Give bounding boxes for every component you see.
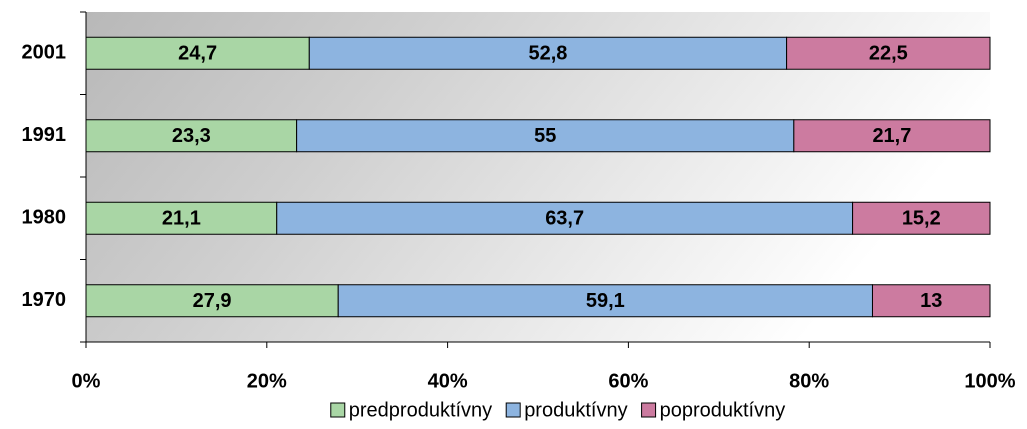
bar-segment — [793, 119, 991, 153]
legend-label: produktívny — [524, 399, 627, 421]
data-label: 52,8 — [528, 43, 567, 65]
y-tick-label: 2001 — [22, 42, 67, 64]
bar-segment — [786, 36, 991, 70]
bar-segment — [337, 284, 873, 318]
x-tick-label: 80% — [789, 370, 829, 392]
bar-segment — [85, 201, 278, 235]
data-label: 24,7 — [178, 43, 217, 65]
y-tick-label: 1970 — [22, 289, 67, 311]
data-label: 13 — [920, 290, 942, 312]
data-label: 15,2 — [902, 208, 941, 230]
x-tick-label: 0% — [72, 370, 101, 392]
bar-segment — [85, 36, 310, 70]
bar-segment — [85, 284, 339, 318]
x-tick-label: 100% — [964, 370, 1015, 392]
data-label: 59,1 — [586, 290, 625, 312]
data-label: 21,7 — [872, 125, 911, 147]
x-tick-label: 40% — [428, 370, 468, 392]
data-label: 63,7 — [545, 208, 584, 230]
x-tick-label: 60% — [608, 370, 648, 392]
data-label: 21,1 — [162, 208, 201, 230]
bar-segment — [852, 201, 991, 235]
legend-swatch — [505, 402, 521, 418]
bar-segment — [871, 284, 991, 318]
legend-swatch — [330, 402, 346, 418]
x-tick-label: 20% — [247, 370, 287, 392]
bar-segment — [276, 201, 854, 235]
data-label: 55 — [534, 125, 556, 147]
data-label: 22,5 — [869, 43, 908, 65]
data-label: 23,3 — [172, 125, 211, 147]
bar-segment — [296, 119, 795, 153]
y-tick-label: 1980 — [22, 207, 67, 229]
legend-label: poproduktívny — [660, 399, 786, 421]
data-label: 27,9 — [193, 290, 232, 312]
legend-swatch — [641, 402, 657, 418]
bar-segment — [308, 36, 788, 70]
legend-label: predproduktívny — [349, 399, 492, 421]
y-tick-label: 1991 — [22, 124, 67, 146]
